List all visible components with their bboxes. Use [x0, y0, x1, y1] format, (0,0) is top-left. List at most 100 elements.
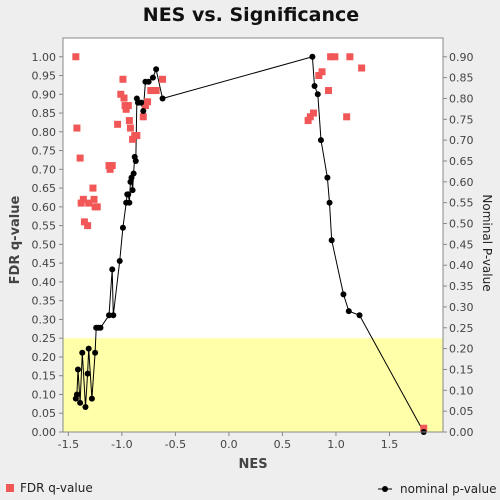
y-left-tick-label: 0.45: [32, 257, 57, 270]
y-right-tick-label: 0.05: [449, 405, 474, 418]
y-right-tick-label: 0.90: [449, 51, 474, 64]
y-right-tick-label: 0.15: [449, 363, 474, 376]
x-tick-label: 1.5: [381, 438, 399, 451]
nominal-point: [317, 137, 324, 144]
fdr-point: [144, 98, 152, 106]
y-left-tick-label: 0.25: [32, 332, 57, 345]
y-axis-right-label: Nominal P-value: [480, 194, 494, 291]
y-left-tick-label: 0.05: [32, 407, 57, 420]
fdr-point: [89, 184, 97, 192]
y-right-tick-label: 0.80: [449, 92, 474, 105]
y-left-tick-label: 0.20: [32, 351, 57, 364]
fdr-points-group: [72, 53, 428, 432]
fdr-point: [124, 102, 132, 110]
fdr-point: [315, 72, 323, 80]
fdr-point: [304, 117, 312, 125]
y-left-tick-label: 0.50: [32, 238, 57, 251]
y-left-tick-label: 0.00: [32, 426, 57, 439]
x-tick-label: -1.5: [58, 438, 79, 451]
y-right-tick-label: 0.60: [449, 176, 474, 189]
nominal-point: [314, 91, 321, 98]
fdr-point: [79, 195, 87, 203]
nominal-point: [340, 291, 347, 298]
y-right-tick-label: 0.25: [449, 322, 474, 335]
fdr-point: [139, 113, 147, 121]
fdr-point: [106, 165, 114, 173]
y-left-tick-label: 0.30: [32, 313, 57, 326]
nominal-point: [153, 66, 160, 73]
fdr-point: [77, 199, 85, 207]
fdr-point: [324, 87, 332, 95]
fdr-point: [126, 124, 134, 132]
nominal-point: [345, 308, 352, 315]
y-right-tick-label: 0.50: [449, 218, 474, 231]
y-left-tick-label: 0.90: [32, 88, 57, 101]
fdr-point: [73, 124, 81, 132]
y-left-tick-label: 0.80: [32, 126, 57, 139]
y-right-tick-label: 0.55: [449, 197, 474, 210]
y-right-tick-label: 0.70: [449, 134, 474, 147]
y-left-tick-label: 0.70: [32, 163, 57, 176]
y-left-tick-label: 0.15: [32, 370, 57, 383]
nominal-point: [106, 312, 113, 319]
significance-band: [63, 338, 443, 432]
y-left-tick-label: 1.00: [32, 51, 57, 64]
nominal-point: [116, 258, 123, 265]
nominal-point: [129, 187, 136, 194]
plot-border: [62, 37, 444, 433]
tick-group: -1.5 -1.0 -0.5 0.0 0.5 1.0 1.5 0.00 0.05 0.10 0.15…: [32, 51, 474, 451]
nominal-point: [88, 395, 95, 402]
y-right-tick-label: 0.00: [449, 426, 474, 439]
fdr-point: [420, 424, 428, 432]
fdr-point: [306, 113, 314, 121]
fdr-point: [133, 132, 141, 140]
y-left-tick-label: 0.65: [32, 182, 57, 195]
fdr-point: [159, 75, 167, 83]
y-right-tick-label: 0.30: [449, 301, 474, 314]
nominal-point: [74, 366, 81, 373]
nominal-point: [328, 237, 335, 244]
nominal-point: [326, 199, 333, 206]
y-left-tick-label: 0.60: [32, 201, 57, 214]
nominal-points-group: [72, 53, 427, 435]
fdr-point: [141, 102, 149, 110]
fdr-point: [108, 162, 116, 170]
fdr-point: [120, 94, 128, 102]
nominal-point: [356, 312, 363, 319]
y-left-tick-label: 0.75: [32, 145, 57, 158]
nominal-point: [138, 99, 145, 106]
fdr-point: [152, 87, 160, 95]
nominal-point: [73, 391, 80, 398]
x-axis-label: NES: [238, 457, 267, 472]
fdr-point: [129, 135, 137, 143]
nominal-point: [324, 174, 331, 181]
legend-fdr-swatch: [6, 484, 14, 492]
legend-fdr-label: FDR q-value: [20, 481, 93, 495]
nominal-point: [92, 349, 99, 356]
x-tick-label: 1.0: [327, 438, 345, 451]
fdr-point: [93, 203, 101, 211]
fdr-point: [358, 64, 366, 72]
fdr-point: [318, 68, 326, 76]
y-right-tick-label: 0.10: [449, 384, 474, 397]
y-right-tick-label: 0.20: [449, 343, 474, 356]
fdr-point: [309, 109, 317, 117]
fdr-point: [346, 53, 354, 61]
y-right-tick-label: 0.35: [449, 280, 474, 293]
chart-title: NES vs. Significance: [143, 4, 359, 26]
y-left-tick-label: 0.85: [32, 107, 57, 120]
nominal-point: [149, 74, 156, 81]
nominal-point: [84, 370, 91, 377]
fdr-point: [76, 154, 84, 162]
y-right-tick-label: 0.65: [449, 155, 474, 168]
fdr-point: [90, 195, 98, 203]
nominal-point: [159, 95, 166, 102]
fdr-point: [122, 105, 130, 113]
fdr-point: [114, 120, 122, 128]
y-axis-left-label: FDR q-value: [8, 195, 23, 284]
fdr-point: [343, 113, 351, 121]
x-tick-label: -0.5: [165, 438, 186, 451]
nominal-point: [125, 191, 132, 198]
fdr-point: [331, 53, 339, 61]
